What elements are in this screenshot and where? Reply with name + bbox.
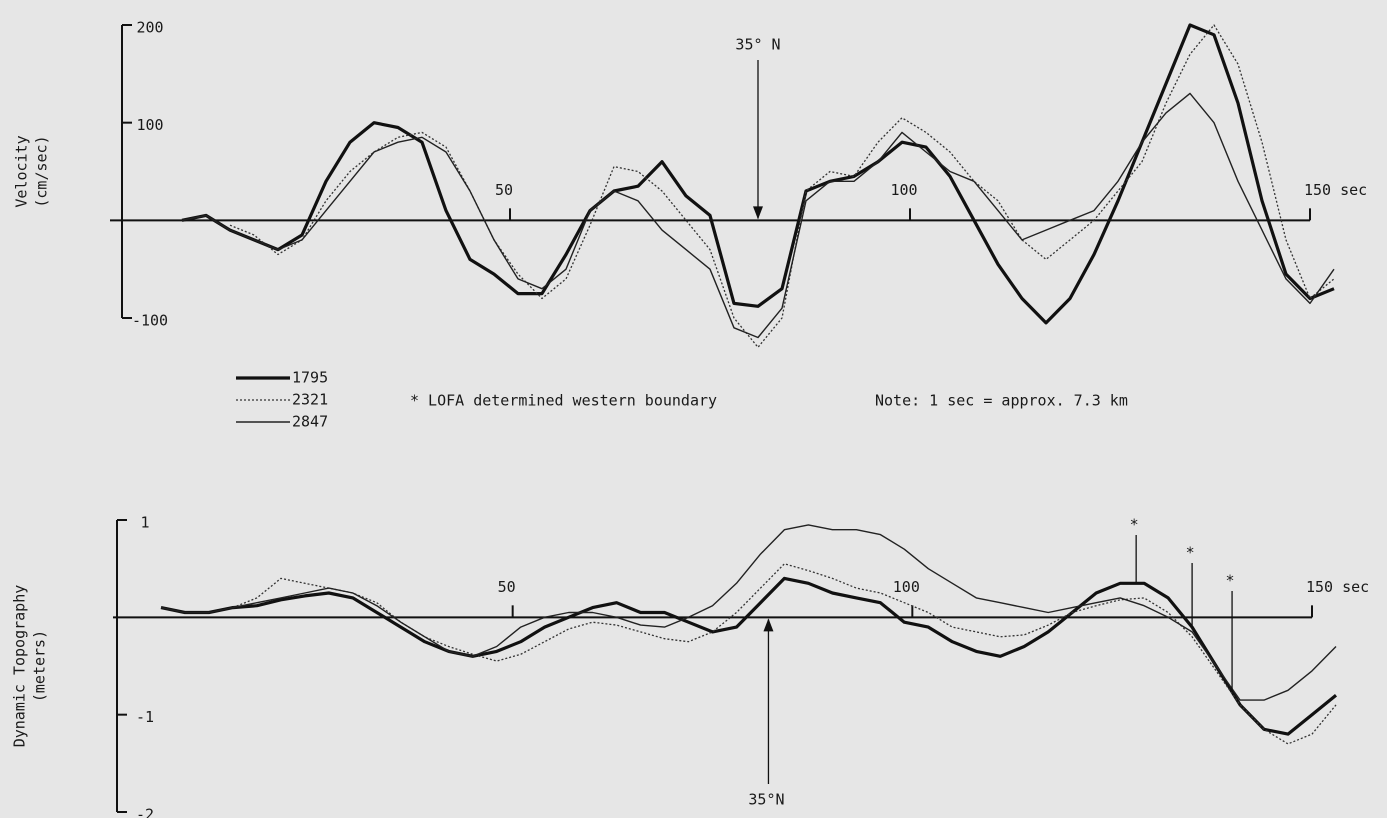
legend-label: 2321 (292, 391, 328, 409)
y-tick-label: -100 (132, 312, 168, 330)
series-line (160, 576, 1338, 736)
legend-label: 1795 (292, 369, 328, 387)
arrow-head (763, 618, 774, 632)
boundary-star: * (1226, 572, 1235, 590)
y-tick-label: 100 (136, 116, 163, 134)
x-tick-label: 150 sec (1306, 578, 1369, 596)
y-tick-label: 1 (140, 514, 149, 532)
arrow-head (753, 206, 763, 220)
series-line (181, 92, 1335, 339)
x-tick-label: 50 (498, 578, 516, 596)
y-tick-label: 200 (136, 19, 163, 37)
annotation-label: 35°N (748, 791, 784, 809)
y-axis-label: Velocity (13, 135, 31, 207)
x-tick-label: 150 sec (1304, 181, 1367, 199)
x-tick-label: 100 (893, 578, 920, 596)
y-tick-label: -1 (136, 708, 154, 726)
boundary-star: * (1130, 516, 1139, 534)
note: * LOFA determined western boundary (410, 392, 717, 410)
series-line (229, 24, 1335, 348)
annotation-label: 35° N (735, 36, 780, 54)
note: Note: 1 sec = approx. 7.3 km (875, 392, 1128, 410)
y-axis-label: (meters) (31, 630, 49, 702)
y-tick-label: -2 (136, 806, 154, 818)
series-line (160, 524, 1337, 701)
series-line (232, 563, 1337, 745)
boundary-star: * (1186, 544, 1195, 562)
x-tick-label: 100 (890, 181, 917, 199)
y-axis-label: Dynamic Topography (11, 585, 29, 748)
x-tick-label: 50 (495, 181, 513, 199)
y-axis-label: (cm/sec) (33, 135, 51, 207)
legend-label: 2847 (292, 413, 328, 431)
